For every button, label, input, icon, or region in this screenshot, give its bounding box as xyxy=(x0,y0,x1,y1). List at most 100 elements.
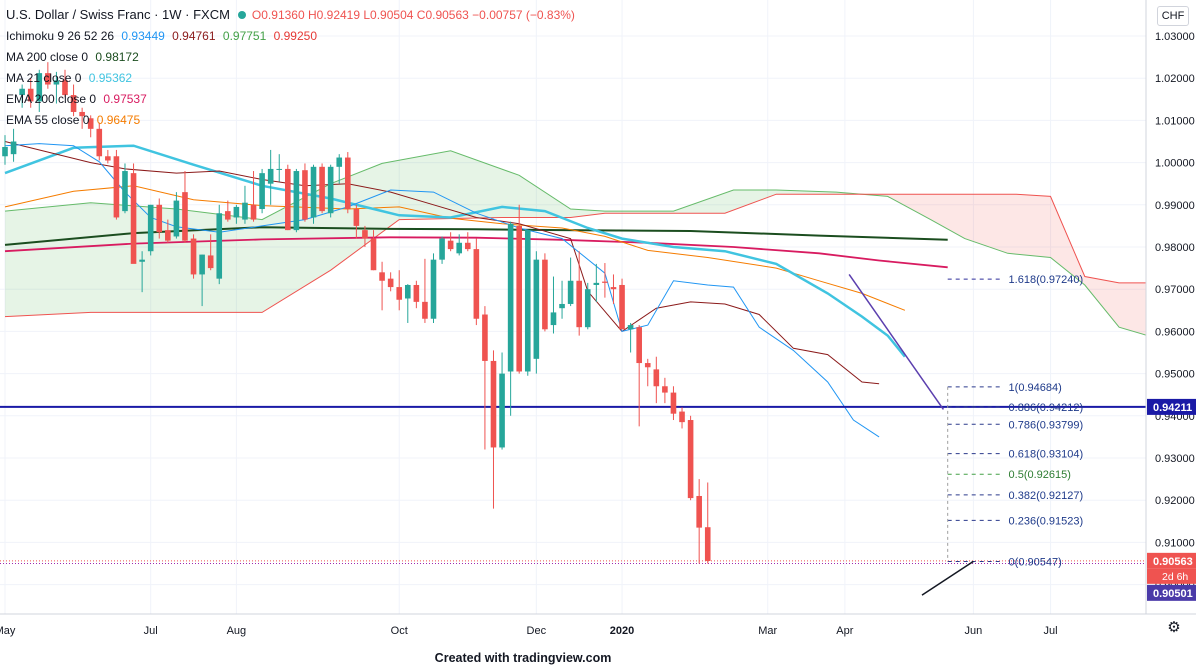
time-tick-label: Aug xyxy=(227,625,247,637)
downtrend-line[interactable] xyxy=(848,274,945,410)
candle-body xyxy=(370,238,377,271)
candle xyxy=(45,62,51,89)
senkou-span-b xyxy=(4,193,1196,318)
candle xyxy=(345,152,351,214)
low-price-tag[interactable]: 0.90501 xyxy=(1147,584,1196,601)
candle-body xyxy=(696,495,702,528)
fib-extension[interactable]: 1.618(0.97240) 1(0.94684) 0.886(0.94212) 0.… xyxy=(947,274,1084,569)
price-tick-label: 1.03000 xyxy=(1155,31,1195,43)
time-axis[interactable]: MayJulAugOctDec2020MarAprJunJulSep xyxy=(0,613,1196,637)
candle xyxy=(644,358,651,387)
low-price-tag-text: 0.90501 xyxy=(1153,588,1193,600)
candle-body xyxy=(70,95,77,112)
candle-body xyxy=(216,213,223,279)
countdown-text: 2d 6h xyxy=(1162,571,1188,583)
footer-credit: Created with tradingview.com xyxy=(434,651,612,665)
candle-body xyxy=(362,230,368,239)
candle xyxy=(387,272,394,292)
ichimoku-legend[interactable]: Ichimoku 9 26 52 26 0.93449 0.94761 0.97… xyxy=(6,26,575,47)
currency-button[interactable]: CHF xyxy=(1157,6,1189,26)
last-price-tag[interactable]: 0.90563 xyxy=(1147,552,1196,569)
candle xyxy=(447,232,454,252)
candle xyxy=(662,377,668,404)
fib-level[interactable]: 0.618(0.93104) xyxy=(947,449,1083,461)
candle xyxy=(687,415,694,501)
gear-icon[interactable]: ⚙ xyxy=(1167,619,1181,636)
fib-level[interactable]: 1.618(0.97240) xyxy=(947,274,1083,286)
fib-level[interactable]: 0.786(0.93799) xyxy=(947,419,1083,431)
candle-body xyxy=(464,242,471,250)
candle-body xyxy=(422,301,428,319)
candle xyxy=(559,280,565,319)
candle-body xyxy=(87,118,94,129)
fib-level[interactable]: 0.382(0.92127) xyxy=(947,490,1083,502)
candle-body xyxy=(456,242,463,254)
candle-body xyxy=(139,259,145,262)
support-trend-line[interactable] xyxy=(921,560,974,596)
price-tick-label: 0.93000 xyxy=(1155,453,1195,465)
candle xyxy=(130,163,137,264)
ma200-legend[interactable]: MA 200 close 0 0.98172 xyxy=(6,47,575,68)
candle-body xyxy=(704,527,711,561)
candle xyxy=(225,200,231,222)
candle-body xyxy=(173,200,180,237)
candle-body xyxy=(319,166,325,212)
trend-lines[interactable] xyxy=(848,274,974,596)
candle xyxy=(113,149,120,220)
fib-level-label: 0.236(0.91523) xyxy=(1009,515,1084,527)
candle xyxy=(430,253,437,323)
countdown-bg xyxy=(1147,568,1196,584)
price-tick-label: 1.02000 xyxy=(1155,73,1195,85)
candle-body xyxy=(130,173,137,264)
candle xyxy=(327,164,334,218)
candle-body xyxy=(567,280,574,304)
low-price-tag-bg xyxy=(1147,584,1196,601)
candle-body xyxy=(413,284,420,302)
fib-level[interactable]: 0(0.90547) xyxy=(947,557,1062,569)
candle xyxy=(19,84,25,108)
candle-body xyxy=(147,204,154,252)
price-chart[interactable]: 1.618(0.97240) 1(0.94684) 0.886(0.94212) 0.… xyxy=(0,0,1196,646)
candle-body xyxy=(225,211,231,220)
ma21-legend[interactable]: MA 21 close 0 0.95362 xyxy=(6,68,575,89)
candle-body xyxy=(336,157,343,167)
candle-body xyxy=(327,166,334,214)
fib-level[interactable]: 0.886(0.94212) xyxy=(947,402,1084,414)
candle xyxy=(464,232,471,252)
ema55-legend[interactable]: EMA 55 close 0 0.96475 xyxy=(6,110,575,131)
candle xyxy=(584,282,591,330)
symbol-title[interactable]: U.S. Dollar / Swiss Franc · 1W · FXCM xyxy=(6,7,230,22)
candle-body xyxy=(430,259,437,319)
ema200-legend[interactable]: EMA 200 close 0 0.97537 xyxy=(6,89,575,110)
candle-body xyxy=(387,278,394,288)
fib-level-label: 0(0.90547) xyxy=(1009,557,1062,569)
ma200-label: MA 200 close 0 xyxy=(6,50,89,64)
hline-price-tag[interactable]: 0.94211 xyxy=(1147,398,1196,415)
candle xyxy=(670,386,677,421)
fib-level-label: 0.886(0.94212) xyxy=(1009,402,1084,414)
candle xyxy=(216,204,223,285)
candle-body xyxy=(602,281,608,283)
candle xyxy=(576,251,582,336)
candle-body xyxy=(584,289,591,328)
price-axis[interactable]: 1.03000 1.02000 1.01000 1.00000 0.99000 0.980… xyxy=(1145,0,1196,614)
candle xyxy=(413,280,420,309)
candle-body xyxy=(293,171,300,231)
candle-body xyxy=(619,284,625,330)
fib-level[interactable]: 1(0.94684) xyxy=(947,382,1062,394)
candle-body xyxy=(396,287,403,300)
candle-body xyxy=(53,80,60,85)
candle xyxy=(276,154,283,182)
candle-body xyxy=(687,420,694,499)
candle xyxy=(404,284,411,323)
fib-level[interactable]: 0.5(0.92615) xyxy=(947,469,1071,481)
candle xyxy=(36,69,43,112)
price-tick-label: 1.01000 xyxy=(1155,115,1195,127)
candle xyxy=(456,234,463,256)
candle xyxy=(439,236,445,264)
candle xyxy=(242,185,248,224)
time-tick-label: Mar xyxy=(758,625,777,637)
fib-level[interactable]: 0.236(0.91523) xyxy=(947,515,1084,527)
candle xyxy=(2,135,8,165)
